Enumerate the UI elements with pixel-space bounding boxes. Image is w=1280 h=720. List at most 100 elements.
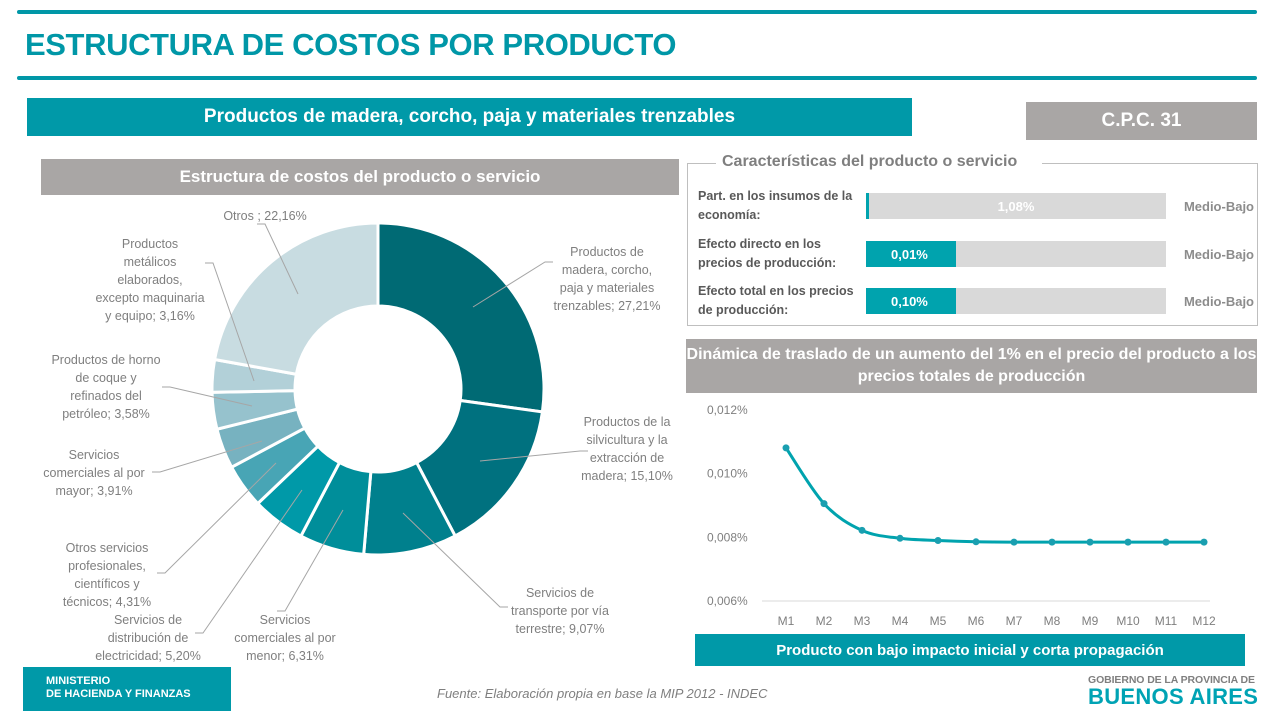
donut-slice (376, 221, 546, 414)
feature-row-efecto-total: Efecto total en los precios de producció… (698, 282, 1258, 322)
data-point (782, 444, 790, 452)
x-tick-label: M5 (930, 614, 947, 628)
feature-bar-fill (866, 241, 956, 267)
donut-label-line: comerciales al por (234, 631, 336, 645)
x-tick-label: M6 (968, 614, 985, 628)
feature-level: Medio-Bajo (1183, 198, 1254, 214)
x-tick-label: M7 (1006, 614, 1023, 628)
ministry-line-2: DE HACIENDA Y FINANZAS (46, 688, 191, 700)
features-title: Características del producto o servicio (722, 153, 1018, 170)
feature-bar: 1,08% (866, 193, 1166, 219)
x-tick-label: M3 (854, 614, 871, 628)
features-panel (687, 163, 1258, 326)
donut-label-line: Productos de (570, 245, 644, 259)
donut-leader-line (152, 440, 263, 473)
y-tick-label: 0,010% (707, 467, 748, 481)
x-tick-label: M2 (816, 614, 833, 628)
data-point (972, 538, 980, 546)
feature-bar: 0,10% (866, 288, 1166, 314)
page-title: ESTRUCTURA DE COSTOS POR PRODUCTO (25, 27, 677, 62)
feature-row-insumos: Part. en los insumos de la economía: 1,0… (698, 187, 1258, 227)
data-point (1200, 538, 1208, 546)
donut-label-line: Productos (121, 237, 179, 251)
feature-row-efecto-directo: Efecto directo en los precios de producc… (698, 235, 1258, 275)
data-point (1086, 538, 1094, 546)
feature-value: 1,08% (997, 198, 1035, 214)
feature-level: Medio-Bajo (1183, 293, 1254, 309)
donut-slice (212, 221, 380, 376)
donut-data-label: Servicios comerciales al por menor; 6,31% (205, 611, 365, 665)
conclusion-banner: Producto con bajo impacto inicial y cort… (695, 634, 1245, 666)
x-tick-label: M8 (1044, 614, 1061, 628)
donut-leader-line (162, 386, 253, 407)
ministry-line-1: MINISTERIO (46, 675, 111, 687)
donut-label-line: mayor; 3,91% (55, 484, 133, 498)
source-note: Fuente: Elaboración propia en base la MI… (437, 686, 768, 701)
data-point (1124, 538, 1132, 546)
donut-label-line: madera, corcho, (561, 263, 653, 277)
donut-data-label: Servicios comerciales al por mayor; 3,91% (14, 446, 174, 500)
top-divider (17, 10, 1257, 14)
donut-data-label: Productos metálicos elaborados, excepto maq… (70, 235, 230, 325)
donut-label-line: técnicos; 4,31% (62, 595, 152, 609)
donut-label-line: profesionales, (68, 559, 146, 573)
series-line (784, 447, 1204, 544)
donut-label-line: silvicultura y la (586, 433, 668, 447)
feature-level: Medio-Bajo (1183, 246, 1254, 262)
donut-label-line: electricidad; 5,20% (95, 649, 201, 663)
data-point (858, 526, 866, 534)
feature-value: 0,01% (891, 246, 928, 262)
feature-bar-fill (866, 193, 869, 219)
donut-chart (152, 221, 588, 634)
donut-label-line: excepto maquinaria (95, 291, 205, 305)
cost-structure-header: Estructura de costos del producto o serv… (41, 159, 679, 195)
x-tick-label: M12 (1192, 614, 1216, 628)
donut-leader-line (157, 462, 277, 574)
donut-label-line: Otros ; 22,16% (223, 209, 307, 223)
dynamics-header: Dinámica de traslado de un aumento del 1… (686, 339, 1257, 393)
donut-data-label: Productos de horno de coque y refinados de… (26, 351, 186, 423)
product-banner: Productos de madera, corcho, paja y mate… (27, 98, 912, 136)
donut-data-label: Otros ; 22,16% (185, 207, 345, 225)
donut-label-line: metálicos (123, 255, 177, 269)
donut-label-line: comerciales al por (43, 466, 145, 480)
government-logo: GOBIERNO DE LA PROVINCIA DE BUENOS AIRES (1088, 674, 1258, 708)
donut-label-line: Servicios (68, 448, 120, 462)
data-point (1010, 538, 1018, 546)
donut-label-line: paja y materiales (559, 281, 655, 295)
cpc-code-badge: C.P.C. 31 (1026, 102, 1257, 140)
donut-leader-line (205, 262, 255, 382)
donut-label-line: científicos y (74, 577, 140, 591)
donut-label-line: Productos de horno (51, 353, 161, 367)
donut-label-line: petróleo; 3,58% (62, 407, 150, 421)
donut-data-label: Productos de la silvicultura y la extracci… (547, 413, 707, 485)
donut-label-line: Servicios de (525, 586, 595, 600)
x-tick-label: M9 (1082, 614, 1099, 628)
x-tick-label: M4 (892, 614, 909, 628)
data-point (1048, 538, 1056, 546)
donut-label-line: de coque y (75, 371, 137, 385)
title-divider (17, 76, 1257, 80)
feature-label: Efecto total en los precios de producció… (698, 284, 854, 317)
feature-label: Part. en los insumos de la economía: (698, 189, 853, 222)
donut-leader-line (277, 509, 344, 612)
donut-leader-line (472, 261, 553, 308)
donut-label-line: y equipo; 3,16% (105, 309, 195, 323)
donut-data-label: Servicios de distribución de electricidad;… (68, 611, 228, 665)
data-point (820, 500, 828, 508)
x-tick-label: M11 (1155, 614, 1178, 628)
gov-logo-small: GOBIERNO DE LA PROVINCIA DE (1088, 674, 1255, 686)
donut-label-line: madera; 15,10% (581, 469, 673, 483)
feature-bar: 0,01% (866, 241, 1166, 267)
donut-data-label: Productos de madera, corcho, paja y materi… (527, 243, 687, 315)
x-tick-label: M10 (1116, 614, 1140, 628)
gov-logo-big: BUENOS AIRES (1088, 684, 1259, 709)
donut-label-line: distribución de (107, 631, 189, 645)
donut-label-line: elaborados, (117, 273, 183, 287)
donut-leader-line (402, 512, 508, 608)
data-point (934, 537, 942, 545)
data-point (1162, 538, 1170, 546)
donut-label-line: terrestre; 9,07% (515, 622, 605, 636)
donut-leader-line (195, 489, 303, 634)
donut-leader-line (479, 450, 588, 462)
